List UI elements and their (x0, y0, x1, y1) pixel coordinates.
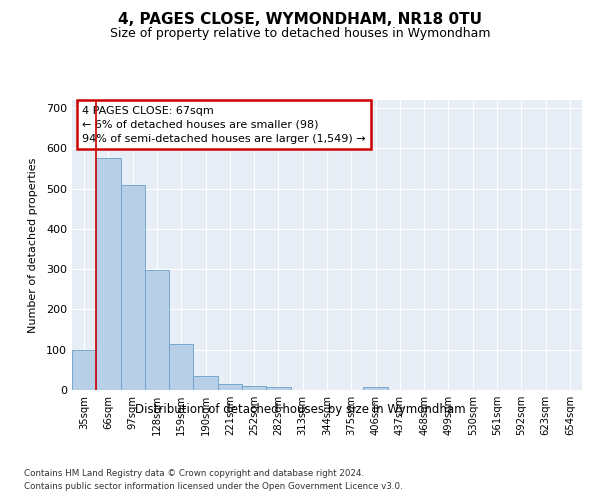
Bar (218, 384, 242, 390)
Text: 4, PAGES CLOSE, WYMONDHAM, NR18 0TU: 4, PAGES CLOSE, WYMONDHAM, NR18 0TU (118, 12, 482, 28)
Bar (242, 386, 266, 390)
Bar (145, 270, 169, 390)
Text: Size of property relative to detached houses in Wymondham: Size of property relative to detached ho… (110, 28, 490, 40)
Bar (169, 344, 193, 390)
Bar (266, 387, 290, 390)
Text: Contains HM Land Registry data © Crown copyright and database right 2024.: Contains HM Land Registry data © Crown c… (24, 468, 364, 477)
Bar (96, 158, 121, 390)
Bar (72, 350, 96, 390)
Bar (121, 184, 145, 390)
Text: Distribution of detached houses by size in Wymondham: Distribution of detached houses by size … (134, 402, 466, 415)
Text: 4 PAGES CLOSE: 67sqm
← 6% of detached houses are smaller (98)
94% of semi-detach: 4 PAGES CLOSE: 67sqm ← 6% of detached ho… (82, 106, 366, 144)
Bar (193, 376, 218, 390)
Text: Contains public sector information licensed under the Open Government Licence v3: Contains public sector information licen… (24, 482, 403, 491)
Y-axis label: Number of detached properties: Number of detached properties (28, 158, 38, 332)
Bar (364, 387, 388, 390)
